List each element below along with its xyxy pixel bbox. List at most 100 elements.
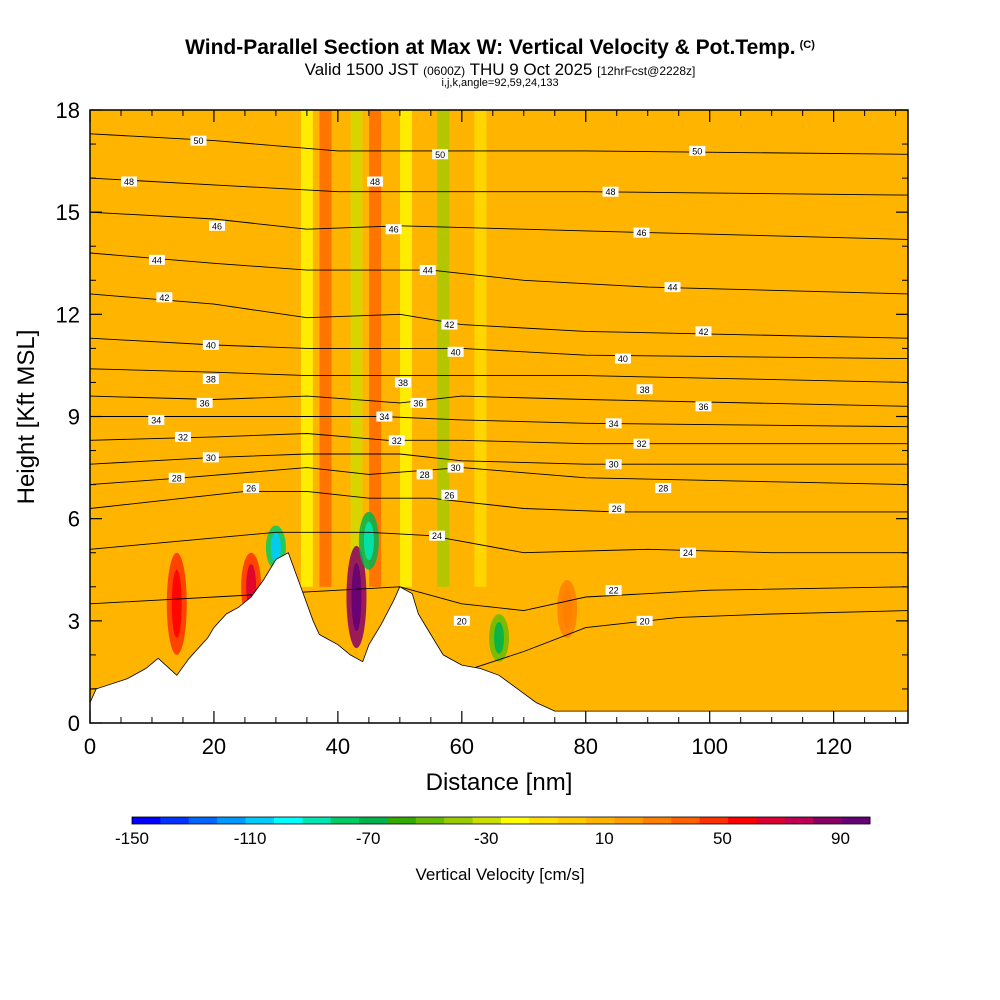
x-tick-label: 40 — [326, 734, 350, 759]
contour-label: 50 — [193, 136, 203, 146]
colorbar-swatch — [302, 817, 332, 824]
contour-label-bg — [614, 353, 631, 364]
contour-label: 26 — [246, 484, 256, 494]
isentrope-36 — [90, 395, 908, 407]
x-tick-label: 60 — [450, 734, 474, 759]
velocity-streak — [474, 110, 487, 587]
chart-subtitle: Valid 1500 JST (0600Z) THU 9 Oct 2025 [1… — [0, 60, 1000, 80]
colorbar-swatch — [784, 817, 814, 824]
contour-label: 46 — [212, 221, 222, 231]
colorbar-swatch — [188, 817, 218, 824]
colorbar-swatch — [699, 817, 729, 824]
contour-label: 42 — [159, 293, 169, 303]
contour-label-bg — [410, 397, 427, 408]
contour-label: 30 — [609, 460, 619, 470]
contour-label: 48 — [606, 187, 616, 197]
velocity-core — [562, 589, 573, 629]
x-tick-label: 100 — [691, 734, 728, 759]
contour-label-bg — [689, 145, 706, 156]
contour-label: 36 — [413, 398, 423, 408]
colorbar-label: -150 — [115, 829, 149, 848]
isentrope-38 — [90, 368, 908, 383]
contour-label-bg — [441, 319, 458, 330]
colorbar-frame — [131, 816, 871, 825]
x-tick-label: 20 — [202, 734, 226, 759]
contour-label: 32 — [637, 439, 647, 449]
contour-label: 46 — [637, 228, 647, 238]
colorbar-swatch — [359, 817, 388, 824]
contour-label-bg — [636, 615, 653, 626]
y-tick-label: 12 — [56, 302, 80, 327]
colorbar-swatch — [273, 817, 303, 824]
x-tick-label: 120 — [815, 734, 852, 759]
contour-label: 28 — [420, 470, 430, 480]
contour-label-bg — [447, 346, 464, 357]
velocity-core — [270, 532, 281, 563]
contour-label: 30 — [206, 453, 216, 463]
colorbar-swatch — [728, 817, 757, 824]
contour-label: 40 — [618, 354, 628, 364]
contour-label: 26 — [612, 504, 622, 514]
y-tick-label: 3 — [68, 609, 80, 634]
contour-label-bg — [209, 220, 226, 231]
contour-label-bg — [168, 472, 185, 483]
contour-label: 26 — [444, 490, 454, 500]
y-tick-label: 9 — [68, 405, 80, 430]
valid-date: THU 9 Oct 2025 — [469, 60, 593, 79]
y-tick-label: 6 — [68, 507, 80, 532]
contour-label: 20 — [457, 616, 467, 626]
contour-label-bg — [453, 615, 470, 626]
colorbar-swatch — [245, 817, 275, 824]
contour-label-bg — [655, 483, 672, 494]
velocity-core — [363, 521, 374, 561]
contour-label-bg — [602, 186, 619, 197]
contour-label: 44 — [668, 283, 678, 293]
colorbar-label: 90 — [831, 829, 850, 848]
contour-label-bg — [202, 339, 219, 350]
isentrope-48 — [90, 177, 908, 196]
contour-label: 36 — [698, 402, 708, 412]
contour-label-bg — [385, 224, 402, 235]
contour-label-bg — [190, 135, 207, 146]
velocity-core — [494, 621, 504, 654]
y-tick-label: 15 — [56, 200, 80, 225]
contour-label-bg — [202, 452, 219, 463]
colorbar-swatch — [756, 817, 786, 824]
colorbar-swatch — [501, 817, 530, 824]
contour-label-bg — [156, 292, 173, 303]
contour-label: 36 — [200, 398, 210, 408]
contour-label-bg — [376, 411, 393, 422]
colorbar-swatch — [841, 817, 871, 824]
contour-label: 42 — [698, 327, 708, 337]
velocity-core — [351, 562, 362, 632]
contour-label: 38 — [640, 385, 650, 395]
contour-label-bg — [367, 176, 384, 187]
contour-label-bg — [243, 483, 260, 494]
contour-label-bg — [636, 384, 653, 395]
forecast-info: [12hrFcst@2228z] — [597, 64, 696, 78]
terrain-profile — [90, 552, 908, 723]
contour-label: 42 — [444, 320, 454, 330]
contour-label: 32 — [392, 436, 402, 446]
contour-label-bg — [664, 282, 681, 293]
section-params: i,j,k,angle=92,59,24,133 — [441, 77, 559, 89]
contour-label-bg — [680, 547, 697, 558]
colorbar-swatch — [444, 817, 474, 824]
contour-label: 40 — [451, 347, 461, 357]
contour-label: 46 — [389, 225, 399, 235]
y-tick-label: 18 — [56, 98, 80, 123]
contour-label: 22 — [609, 586, 619, 596]
colorbar-swatch — [614, 817, 644, 824]
contour-label-bg — [196, 397, 213, 408]
contour-label-bg — [394, 377, 411, 388]
contour-label: 34 — [609, 419, 619, 429]
contour-label-bg — [605, 585, 622, 596]
colorbar-swatch — [642, 817, 672, 824]
colorbar-label: -30 — [474, 829, 499, 848]
x-tick-label: 0 — [84, 734, 96, 759]
colorbar-swatch — [529, 817, 559, 824]
contour-label: 44 — [152, 255, 162, 265]
contour-label: 24 — [683, 548, 693, 558]
